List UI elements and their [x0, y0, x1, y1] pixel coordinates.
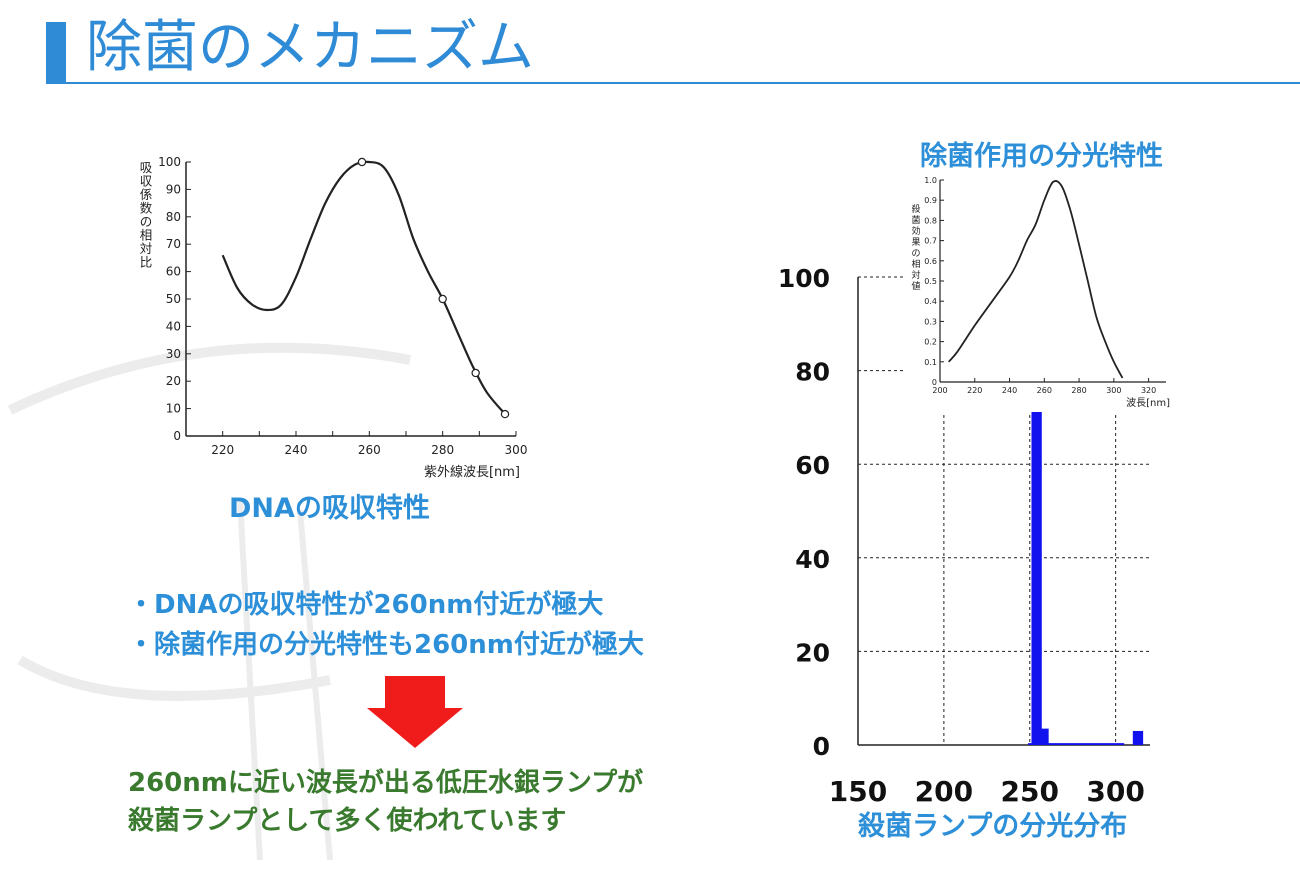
sterilization-x-tick-label: 260: [1037, 386, 1052, 395]
sterilization-x-tick-label: 280: [1071, 386, 1086, 395]
lamp-chart-ticks: 0 20 40 60 80 100 150 200 250 300: [778, 264, 1145, 808]
sterilization-y-tick-label: 0.5: [924, 277, 937, 286]
sterilization-x-tick-label: 220: [967, 386, 982, 395]
dna-chart-axes: [185, 162, 516, 437]
dna-ylabel-char: 収: [140, 174, 153, 189]
sterilization-y-tick-label: 0.3: [924, 317, 937, 326]
dna-y-tick-label: 30: [166, 347, 181, 361]
title-accent-bar: [46, 22, 66, 82]
dna-ylabel-char: 数: [140, 201, 153, 216]
dna-x-tick-label: 300: [505, 443, 528, 457]
sterilization-ylabel-char: 殺: [911, 203, 920, 215]
dna-data-marker: [500, 409, 510, 419]
lamp-y-tick-label: 0: [813, 732, 830, 761]
lamp-chart-bars: [1028, 389, 1144, 745]
sterilization-x-tick-label: 240: [1002, 386, 1017, 395]
dna-ylabel-char: 係: [140, 187, 153, 202]
sterilization-chart-xlabel: 波長[nm]: [1126, 396, 1170, 409]
sterilization-ylabel-char: 対: [911, 269, 920, 281]
sterilization-ylabel-char: 効: [911, 225, 920, 237]
sterilization-y-tick-label: 0: [932, 378, 937, 387]
sterilization-y-tick-label: 0.7: [924, 237, 937, 246]
dna-ylabel-char: 対: [140, 241, 153, 256]
dna-data-marker: [471, 368, 480, 378]
sterilization-ylabel-char: の: [911, 249, 920, 259]
sterilization-x-tick-label: 300: [1106, 386, 1121, 395]
dna-ylabel-char: 吸: [140, 160, 153, 175]
dna-y-tick-label: 0: [173, 429, 181, 443]
sterilization-ylabel-char: 菌: [911, 214, 920, 226]
title-underline: [46, 82, 1300, 84]
lamp-x-tick-label: 300: [1086, 775, 1144, 808]
dna-data-marker: [357, 157, 367, 167]
sterilization-ylabel-char: 果: [911, 237, 920, 248]
sterilization-curve: [948, 180, 1124, 379]
sterilization-y-tick-label: 0.2: [924, 338, 937, 347]
lamp-baseline-bar: [1028, 743, 1125, 745]
background-lamp-outline: [7, 342, 411, 860]
dna-chart-caption: DNAの吸収特性: [229, 493, 430, 524]
sterilization-x-tick-label: 200: [932, 386, 947, 395]
sterilization-y-tick-label: 0.6: [924, 257, 937, 266]
dna-y-tick-label: 50: [166, 292, 181, 306]
lamp-x-tick-label: 250: [1001, 775, 1059, 808]
dna-y-tick-label: 70: [166, 237, 181, 251]
dna-y-tick-label: 40: [166, 319, 181, 333]
lamp-y-tick-label: 80: [795, 358, 830, 387]
lamp-spectrum-bar: [1031, 389, 1042, 745]
dna-y-tick-label: 60: [166, 265, 181, 279]
sterilization-x-tick-label: 320: [1141, 386, 1156, 395]
sterilization-chart-caption: 除菌作用の分光特性: [920, 141, 1163, 172]
lamp-y-tick-label: 100: [778, 264, 830, 293]
dna-absorption-curve: [221, 160, 506, 415]
dna-y-tick-label: 90: [166, 182, 181, 196]
sterilization-chart-axes: [939, 180, 1166, 383]
bullet-dna: ・DNAの吸収特性が260nm付近が極大: [128, 590, 604, 620]
lamp-x-tick-label: 150: [829, 775, 887, 808]
dna-data-marker: [438, 294, 447, 304]
down-arrow-icon: [367, 676, 463, 748]
conclusion-line-1: 260nmに近い波長が出る低圧水銀ランプが: [128, 768, 644, 798]
lamp-y-tick-label: 40: [795, 545, 830, 574]
page-title: 除菌のメカニズム: [86, 15, 534, 80]
dna-ylabel-char: 比: [140, 255, 153, 270]
dna-chart-xlabel: 紫外線波長[nm]: [424, 464, 520, 480]
dna-chart-markers: [357, 157, 510, 419]
dna-x-tick-label: 260: [358, 443, 381, 457]
sterilization-chart-ticks: 0 0.1 0.2 0.3 0.4 0.5 0.6 0.7 0.8 0.9 1.0 200 220 240…: [924, 176, 1156, 395]
sterilization-y-tick-label: 0.8: [924, 216, 937, 225]
dna-x-tick-label: 280: [431, 443, 454, 457]
bullet-sterilization: ・除菌作用の分光特性も260nm付近が極大: [128, 630, 644, 660]
dna-y-tick-label: 20: [166, 374, 181, 388]
dna-x-tick-label: 240: [285, 443, 308, 457]
sterilization-ylabel-char: 相: [911, 258, 920, 270]
sterilization-y-tick-label: 0.4: [924, 297, 937, 306]
lamp-chart-caption: 殺菌ランプの分光分布: [858, 811, 1128, 842]
sterilization-y-tick-label: 0.9: [924, 196, 937, 205]
dna-y-tick-label: 80: [166, 210, 181, 224]
lamp-spectrum-bar: [1132, 730, 1144, 745]
dna-ylabel-char: 相: [140, 228, 153, 243]
dna-ylabel-char: の: [140, 214, 153, 229]
dna-y-tick-label: 100: [158, 155, 181, 169]
dna-y-tick-label: 10: [166, 402, 181, 416]
sterilization-ylabel-char: 値: [911, 280, 920, 292]
dna-chart-ticks: 0 10 20 30 40 50 60 70 80 90 100 220 240 260 280 300: [158, 155, 527, 457]
sterilization-y-tick-label: 1.0: [924, 176, 937, 185]
conclusion-line-2: 殺菌ランプとして多く使われています: [128, 806, 567, 836]
lamp-spectrum-bar: [1038, 728, 1049, 745]
dna-x-tick-label: 220: [211, 443, 234, 457]
lamp-y-tick-label: 20: [795, 638, 830, 667]
sterilization-y-tick-label: 0.1: [924, 358, 937, 367]
lamp-x-tick-label: 200: [915, 775, 973, 808]
lamp-y-tick-label: 60: [795, 451, 830, 480]
